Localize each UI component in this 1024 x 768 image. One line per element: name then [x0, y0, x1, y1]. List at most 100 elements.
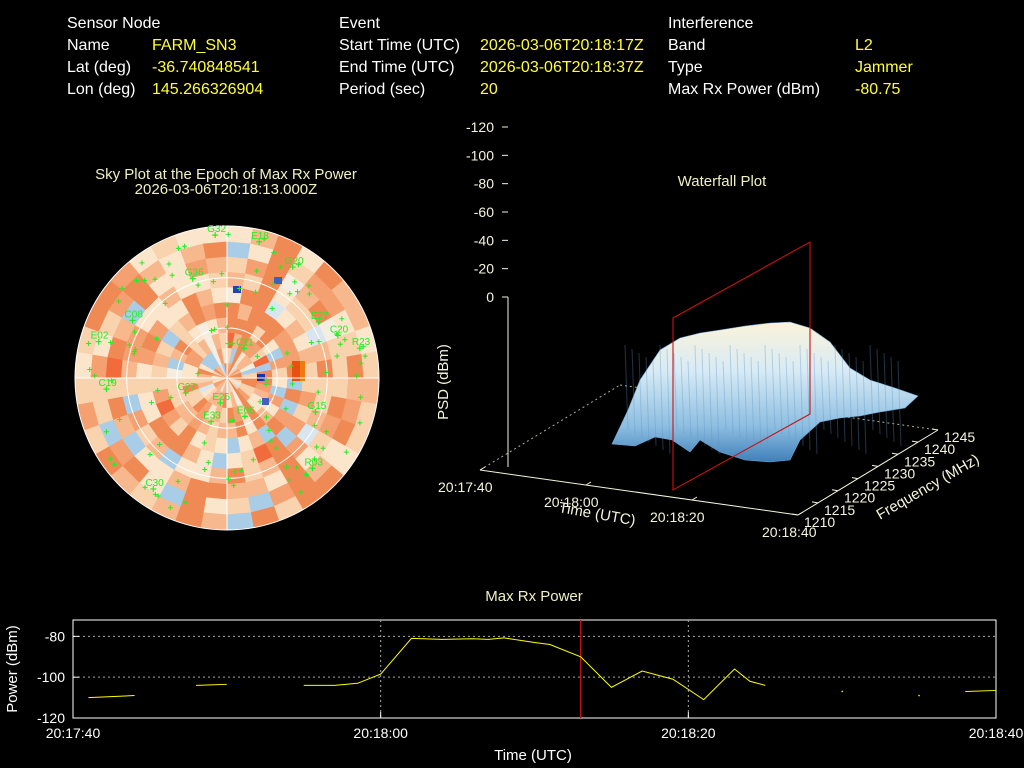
interference-type-value: Jammer	[855, 59, 913, 76]
satellite-marker	[95, 338, 102, 345]
power-series-line	[965, 689, 997, 692]
interference-power-label: Max Rx Power (dBm)	[668, 81, 821, 98]
skyplot-subtitle: 2026-03-06T20:18:13.000Z	[134, 181, 318, 198]
satellite-track-point	[263, 381, 269, 387]
satellite-track-point	[314, 444, 320, 450]
satellite-track-point	[195, 282, 201, 288]
satellite-label: C19	[98, 378, 117, 389]
satellite-marker	[289, 264, 296, 271]
waterfall-ridge	[834, 344, 839, 439]
satellite-track-point	[103, 429, 109, 435]
waterfall-ridge	[785, 356, 790, 439]
power-x-label: Time (UTC)	[494, 747, 572, 764]
satellite-track-point	[254, 268, 260, 274]
waterfall-freq-tick-label: 1225	[864, 478, 895, 494]
satellite-track-point	[253, 289, 259, 295]
satellite-track-point	[87, 366, 93, 372]
power-x-tick-label: 20:18:00	[353, 725, 408, 741]
power-y-tick-label: -120	[37, 710, 65, 726]
satellite-track-point	[316, 339, 322, 345]
satellite-track-point	[308, 339, 314, 345]
satellite-track-point	[155, 493, 161, 499]
satellite-track-point	[323, 370, 329, 376]
waterfall-ridge	[771, 348, 776, 431]
waterfall-z-tick-label: -120	[466, 119, 494, 135]
waterfall-ridge	[680, 356, 685, 435]
satellite-track-point	[230, 341, 236, 347]
satellite-track-point	[269, 306, 275, 312]
waterfall-z-tick-label: 0	[486, 289, 494, 305]
event-period-label: Period (sec)	[339, 81, 426, 98]
satellite-track-point	[208, 328, 214, 334]
waterfall-ridge	[624, 344, 629, 431]
satellite-track-point	[181, 243, 187, 249]
waterfall-z-tick-label: -40	[474, 232, 494, 248]
waterfall-ridge	[722, 360, 727, 431]
waterfall-ridge	[778, 352, 783, 435]
satellite-track-point	[227, 418, 233, 424]
waterfall-freq-tick	[911, 440, 919, 443]
satellite-track-point	[284, 464, 290, 470]
satellite-track-point	[337, 341, 343, 347]
satellite-marker	[129, 317, 136, 324]
satellite-track-point	[162, 301, 168, 307]
satellite-track-point	[126, 342, 132, 348]
satellite-track-point	[296, 262, 302, 268]
satellite-track-point	[358, 360, 364, 366]
waterfall-ridge	[729, 344, 734, 435]
sensor-name-value: FARM_SN3	[152, 37, 237, 54]
waterfall-freq-tick-label: 1235	[904, 453, 935, 469]
waterfall-time-tick	[479, 466, 486, 471]
satellite-marker	[334, 332, 341, 339]
skyplot-cells	[75, 226, 379, 530]
satellite-track-point	[273, 445, 279, 451]
satellite-track-point	[147, 451, 153, 457]
satellite-track-point	[261, 236, 267, 242]
satellite-track-point	[225, 231, 231, 237]
satellite-track-point	[283, 406, 289, 412]
power-plot-frame	[72, 619, 997, 719]
satellite-marker	[312, 408, 319, 415]
satellite-track-point	[119, 285, 125, 291]
waterfall-ridge	[715, 356, 720, 455]
satellite-track-point	[358, 394, 364, 400]
satellite-track-point	[224, 324, 230, 330]
satellite-track-point	[139, 260, 145, 266]
sensor-lon-label: Lon (deg)	[67, 81, 136, 98]
waterfall-ridge	[631, 348, 636, 435]
satellite-track-point	[182, 499, 188, 505]
waterfall-title: Waterfall Plot	[677, 173, 767, 190]
waterfall-ridge	[855, 356, 860, 451]
satellite-track-point	[263, 377, 269, 383]
satellite-track-point	[142, 484, 148, 490]
power-y-label: Power (dBm)	[4, 625, 21, 713]
waterfall-freq-tick	[851, 477, 859, 480]
waterfall-z-tick-label: -100	[466, 147, 494, 163]
satellite-track-point	[231, 482, 237, 488]
sensor-node-heading: Sensor Node	[67, 15, 161, 32]
waterfall-freq-tick-label: 1220	[844, 490, 875, 506]
satellite-track-point	[152, 491, 158, 497]
power-y-tick-label: -80	[45, 628, 65, 644]
satellite-track-point	[225, 341, 231, 347]
power-title: Max Rx Power	[485, 588, 583, 605]
waterfall-ridge	[687, 360, 692, 439]
waterfall-ridge	[820, 356, 825, 431]
satellite-track-point	[156, 442, 162, 448]
waterfall-freq-tick	[831, 489, 839, 492]
event-end-label: End Time (UTC)	[339, 59, 455, 76]
power-x-tick-label: 20:17:40	[46, 725, 101, 741]
waterfall-freq-tick-label: 1240	[924, 441, 955, 457]
skyplot-cold-cell	[233, 286, 241, 293]
waterfall-ridge	[645, 356, 650, 443]
satellite-track-point	[232, 469, 238, 475]
satellite-track-point	[339, 316, 345, 322]
satellite-marker	[189, 275, 196, 282]
satellite-track-point	[111, 461, 117, 467]
satellite-track-point	[263, 414, 269, 420]
interference-heading: Interference	[668, 15, 754, 32]
waterfall-freq-tick-label: 1215	[824, 502, 855, 518]
waterfall-ridge	[708, 352, 713, 451]
